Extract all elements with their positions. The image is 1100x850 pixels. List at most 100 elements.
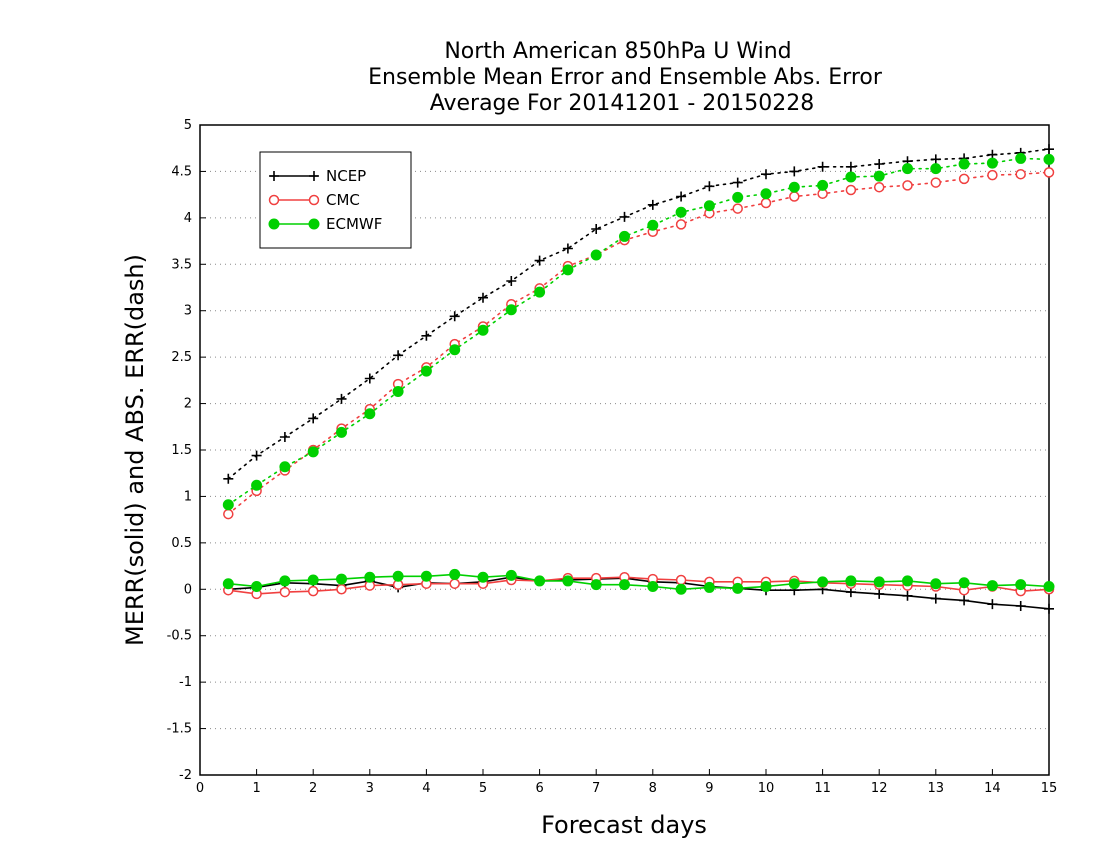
data-point-ecmwf-mean-error [760, 581, 772, 592]
legend-marker-cmc [308, 194, 320, 206]
data-point-cmc-mean-error [336, 584, 347, 595]
data-point-ncep-mean-error [902, 590, 913, 601]
y-tick-label: 0 [184, 582, 192, 597]
x-tick-label: 3 [366, 781, 374, 796]
data-point-ncep-abs-error [421, 330, 432, 341]
data-point-ncep-abs-error [562, 243, 573, 254]
data-point-ecmwf-mean-error [590, 579, 602, 591]
data-point-ecmwf-abs-error [619, 230, 630, 242]
x-tick-label: 4 [422, 781, 430, 796]
axes [199, 124, 1050, 776]
x-axis-label: Forecast days [541, 811, 707, 839]
data-point-ecmwf-mean-error [222, 578, 234, 590]
data-point-ncep-abs-error [506, 276, 517, 286]
data-point-ecmwf-abs-error [590, 249, 602, 261]
data-point-ecmwf-abs-error [505, 304, 517, 316]
y-tick-label: 2.5 [171, 350, 192, 365]
data-point-cmc-mean-error [279, 586, 291, 598]
data-point-ecmwf-abs-error [1015, 152, 1027, 164]
data-point-ecmwf-mean-error [619, 579, 630, 591]
data-point-ncep-abs-error [874, 159, 885, 169]
legend-label-cmc: CMC [326, 191, 360, 209]
y-tick-label: 4 [184, 211, 192, 226]
y-tick-label: -1 [179, 675, 192, 690]
data-point-cmc-mean-error [307, 585, 319, 597]
data-point-ncep-abs-error [393, 350, 404, 361]
data-point-ecmwf-abs-error [845, 171, 857, 183]
data-point-ecmwf-mean-error [986, 580, 998, 592]
y-tick-label: -0.5 [167, 629, 192, 644]
data-point-ecmwf-abs-error [930, 163, 942, 175]
y-tick-label: 1.5 [171, 443, 192, 458]
data-point-ecmwf-mean-error [703, 581, 715, 593]
x-tick-label: 0 [196, 781, 204, 796]
data-point-ncep-abs-error [534, 255, 545, 266]
data-point-ncep-abs-error [817, 161, 828, 172]
legend: NCEP CMC ECMWF [259, 151, 412, 249]
data-point-ncep-abs-error [789, 166, 800, 177]
data-point-ecmwf-abs-error [307, 446, 319, 458]
data-point-ecmwf-mean-error [477, 571, 489, 583]
data-point-ecmwf-abs-error [986, 157, 998, 169]
x-tick-label: 9 [705, 781, 713, 796]
legend-marker-cmc [268, 194, 280, 206]
data-point-ecmwf-mean-error [1043, 581, 1055, 592]
data-point-ncep-mean-error [930, 593, 941, 604]
data-point-ecmwf-abs-error [420, 365, 432, 377]
data-point-ecmwf-mean-error [732, 582, 744, 594]
x-tick-label: 11 [814, 781, 831, 796]
data-point-ecmwf-mean-error [788, 578, 800, 590]
data-point-cmc-abs-error [223, 508, 234, 520]
data-point-ecmwf-abs-error [364, 408, 376, 420]
y-tick-label: 3 [184, 304, 192, 319]
data-point-ncep-mean-error [1044, 603, 1054, 614]
y-tick-label: 0.5 [171, 536, 192, 551]
data-point-ecmwf-abs-error [1043, 153, 1055, 165]
series-ecmwf [222, 152, 1055, 595]
data-point-ecmwf-abs-error [392, 386, 404, 397]
data-point-cmc-abs-error [732, 203, 743, 214]
data-point-cmc-abs-error [987, 169, 998, 181]
data-point-cmc-abs-error [1015, 168, 1026, 180]
data-point-ecmwf-mean-error [958, 577, 970, 589]
data-point-ecmwf-mean-error [873, 576, 885, 588]
legend-entries: NCEP CMC ECMWF [268, 167, 382, 233]
y-tick-label: -2 [179, 768, 192, 783]
legend-marker-ecmwf [268, 218, 280, 230]
data-point-ecmwf-abs-error [562, 264, 574, 276]
data-point-ncep-abs-error [761, 169, 771, 180]
data-point-ecmwf-abs-error [703, 200, 715, 212]
y-tick-label: 1 [184, 489, 192, 504]
data-point-cmc-abs-error [930, 177, 942, 188]
data-point-ecmwf-mean-error [534, 575, 546, 587]
x-tick-label: 6 [535, 781, 543, 796]
data-point-ncep-abs-error [845, 161, 856, 172]
data-point-cmc-abs-error [1043, 167, 1055, 178]
data-point-ncep-mean-error [987, 599, 998, 610]
data-point-ecmwf-abs-error [251, 479, 263, 491]
data-point-ncep-abs-error [223, 473, 234, 484]
data-point-ecmwf-mean-error [364, 571, 376, 583]
data-point-ncep-abs-error [1044, 144, 1054, 155]
data-point-cmc-abs-error [845, 184, 857, 196]
x-tick-label: 12 [871, 781, 888, 796]
x-tick-label: 8 [649, 781, 657, 796]
grid [200, 170, 1049, 730]
x-tick-label: 1 [252, 781, 260, 796]
legend-marker-ncep [309, 171, 319, 181]
data-point-ecmwf-abs-error [675, 206, 687, 218]
data-point-ncep-mean-error [959, 595, 970, 606]
series-line-ecmwf-mean-error [228, 573, 1050, 591]
data-point-ecmwf-mean-error [251, 581, 263, 592]
y-tick-label: 5 [184, 118, 192, 133]
data-point-ecmwf-abs-error [477, 324, 489, 336]
x-tick-label: 5 [479, 781, 487, 796]
data-point-ncep-mean-error [874, 588, 885, 599]
data-point-ecmwf-abs-error [222, 499, 234, 511]
data-point-ecmwf-mean-error [336, 573, 347, 585]
data-point-ecmwf-mean-error [505, 569, 517, 581]
data-point-ecmwf-mean-error [562, 575, 574, 587]
data-point-ecmwf-mean-error [279, 575, 291, 587]
